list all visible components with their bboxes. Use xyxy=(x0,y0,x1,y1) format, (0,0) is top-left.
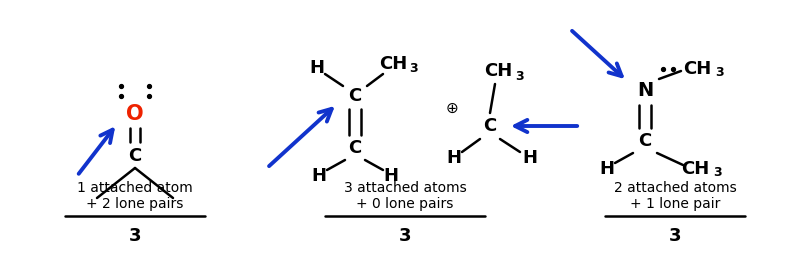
Text: C: C xyxy=(638,132,651,150)
Text: + 0 lone pairs: + 0 lone pairs xyxy=(356,197,454,211)
Text: CH: CH xyxy=(683,60,711,78)
Text: H: H xyxy=(383,167,399,185)
Text: 3: 3 xyxy=(669,227,681,245)
Text: 3: 3 xyxy=(129,227,141,245)
Text: + 2 lone pairs: + 2 lone pairs xyxy=(87,197,184,211)
Text: 1 attached atom: 1 attached atom xyxy=(77,181,193,195)
Text: 3: 3 xyxy=(516,69,524,82)
Text: CH: CH xyxy=(379,55,407,73)
Text: CH: CH xyxy=(681,160,709,178)
Text: C: C xyxy=(128,147,142,165)
Text: CH: CH xyxy=(484,62,512,80)
Text: H: H xyxy=(599,160,615,178)
Text: 3: 3 xyxy=(399,227,411,245)
Text: ⊕: ⊕ xyxy=(446,101,458,115)
Text: 2 attached atoms: 2 attached atoms xyxy=(614,181,736,195)
Text: C: C xyxy=(348,139,361,157)
Text: O: O xyxy=(126,104,144,124)
Text: H: H xyxy=(309,59,325,77)
Text: C: C xyxy=(484,117,497,135)
Text: C: C xyxy=(348,87,361,105)
Text: N: N xyxy=(637,81,653,101)
Text: H: H xyxy=(446,149,462,167)
Text: 3: 3 xyxy=(714,66,723,80)
Text: + 1 lone pair: + 1 lone pair xyxy=(630,197,720,211)
Text: 3 attached atoms: 3 attached atoms xyxy=(343,181,467,195)
Text: H: H xyxy=(522,149,538,167)
Text: H: H xyxy=(312,167,326,185)
Text: 3: 3 xyxy=(713,167,722,180)
Text: 3: 3 xyxy=(409,61,417,74)
